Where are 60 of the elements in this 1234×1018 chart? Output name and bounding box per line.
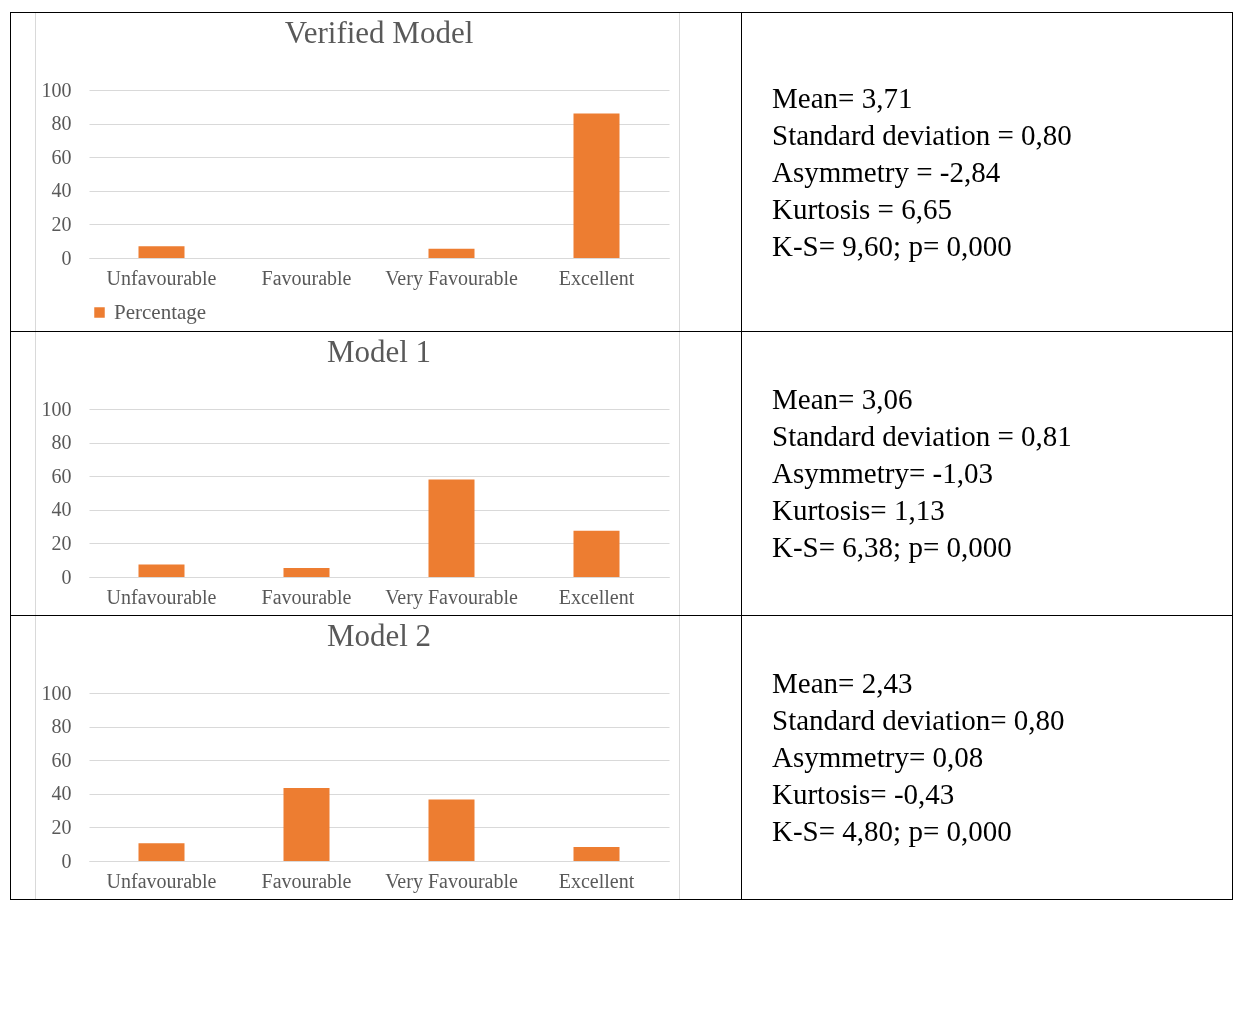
- text: K-S= 4,80; p= 0,000: [771, 814, 1013, 849]
- y-tick-label: 80: [51, 112, 72, 135]
- y-tick-label: 80: [51, 431, 72, 454]
- text: Standard deviation = 0,80: [771, 117, 1073, 153]
- bar: [573, 530, 620, 577]
- bar: [428, 248, 475, 258]
- text: Asymmetry = -2,84: [771, 154, 1002, 190]
- y-tick-label: 100: [41, 397, 72, 420]
- text: Mean= 3,06: [771, 382, 914, 417]
- x-tick-label: Unfavourable: [106, 869, 217, 892]
- text: Standard deviation = 0,81: [771, 419, 1073, 454]
- y-tick-label: 0: [61, 246, 72, 269]
- bar: [283, 788, 330, 861]
- x-tick-label: Very Favourable: [385, 266, 518, 290]
- y-tick-label: 100: [41, 78, 72, 101]
- text: K-S= 6,38; p= 0,000: [771, 530, 1013, 565]
- text: Asymmetry= 0,08: [771, 740, 985, 775]
- y-tick-label: 20: [51, 212, 72, 235]
- y-tick-label: 80: [51, 715, 72, 738]
- x-tick-label: Favourable: [261, 869, 352, 892]
- x-tick-label: Excellent: [558, 585, 635, 608]
- text: Kurtosis= 1,13: [771, 493, 946, 528]
- y-tick-label: 40: [51, 782, 72, 805]
- bar: [138, 843, 185, 861]
- x-tick-label: Unfavourable: [106, 585, 217, 608]
- y-tick-label: 60: [51, 464, 72, 487]
- chart-title: Verified Model: [284, 15, 474, 50]
- legend-label: Percentage: [114, 299, 207, 324]
- bar: [573, 113, 620, 258]
- text: Mean= 2,43: [771, 666, 914, 701]
- x-tick-label: Favourable: [261, 266, 352, 289]
- x-tick-label: Very Favourable: [385, 585, 518, 609]
- text: Mean= 3,71: [771, 80, 914, 116]
- x-tick-label: Unfavourable: [106, 266, 217, 289]
- text: Kurtosis = 6,65: [771, 191, 953, 227]
- y-tick-label: 0: [61, 849, 72, 872]
- x-tick-label: Excellent: [558, 266, 635, 289]
- bar: [138, 564, 185, 577]
- y-tick-label: 60: [51, 145, 72, 168]
- text: Asymmetry= -1,03: [771, 456, 994, 491]
- bar: [138, 246, 185, 258]
- text: K-S= 9,60; p= 0,000: [771, 228, 1013, 264]
- y-tick-label: 0: [61, 565, 72, 588]
- y-tick-label: 60: [51, 748, 72, 771]
- x-tick-label: Excellent: [558, 869, 635, 892]
- y-tick-label: 40: [51, 179, 72, 202]
- bar: [428, 799, 475, 861]
- y-tick-label: 40: [51, 498, 72, 521]
- text: Standard deviation= 0,80: [771, 703, 1066, 738]
- x-tick-label: Very Favourable: [385, 869, 518, 893]
- y-tick-label: 20: [51, 815, 72, 838]
- bar: [283, 568, 330, 577]
- y-tick-label: 20: [51, 531, 72, 554]
- text: Kurtosis= -0,43: [771, 777, 956, 812]
- chart-title: Model 1: [326, 334, 432, 369]
- chart-title: Model 2: [326, 618, 432, 653]
- y-tick-label: 100: [41, 681, 72, 704]
- bar: [428, 479, 475, 577]
- bar: [573, 847, 620, 861]
- x-tick-label: Favourable: [261, 585, 352, 608]
